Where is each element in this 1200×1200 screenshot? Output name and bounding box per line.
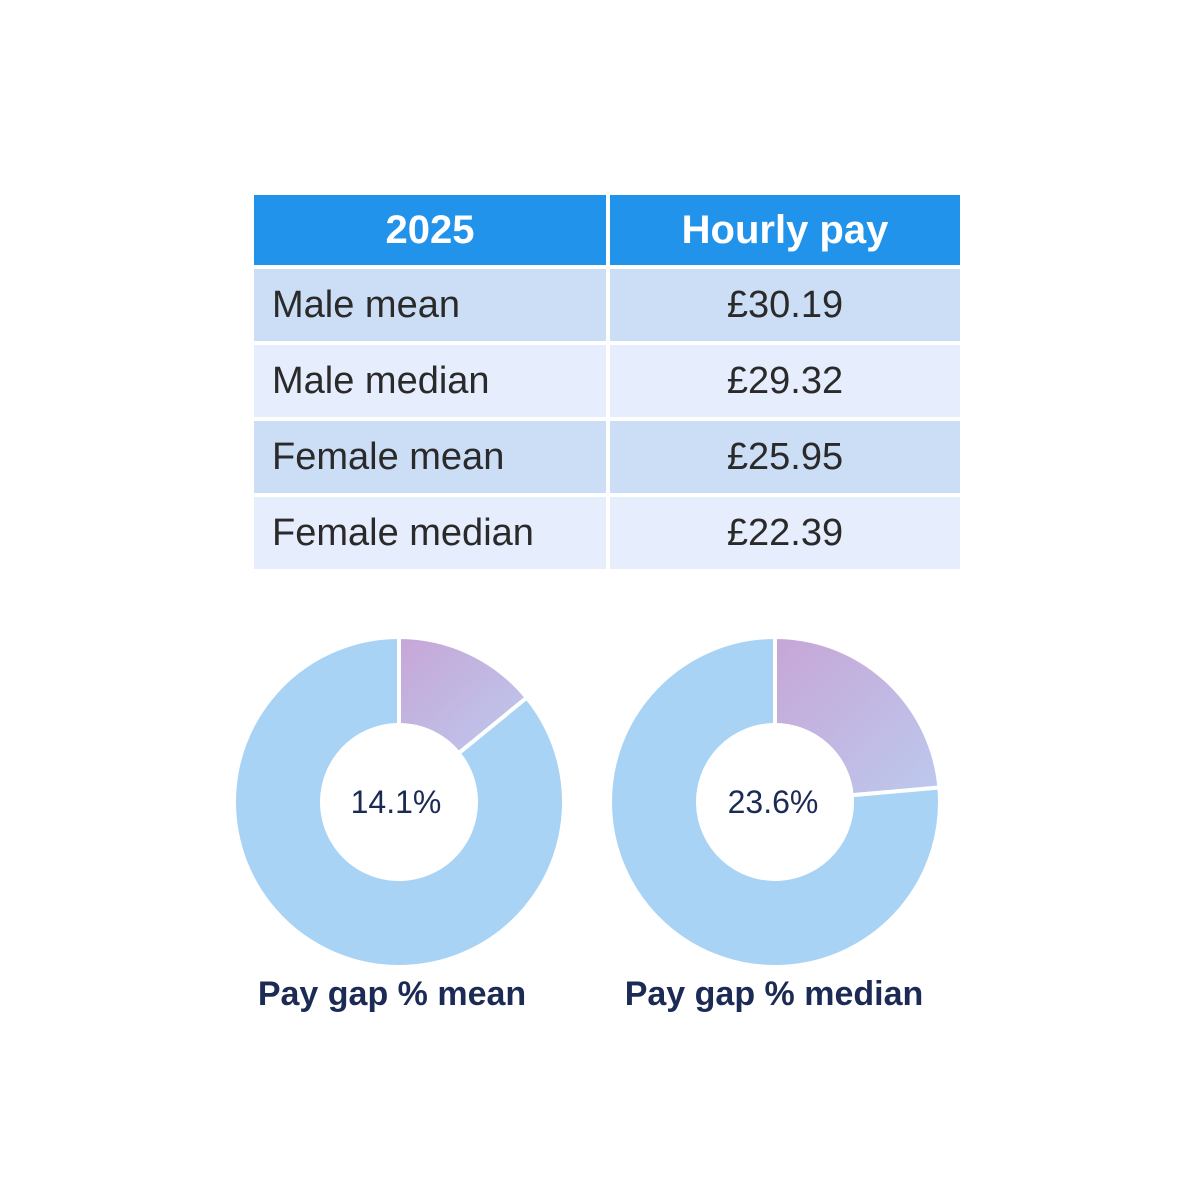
year-column-header: 2025 bbox=[254, 195, 606, 265]
row-label: Male median bbox=[254, 345, 606, 417]
hourly-pay-column-header: Hourly pay bbox=[610, 195, 960, 265]
table-row: Male mean £30.19 bbox=[254, 269, 960, 341]
remainder-slice bbox=[234, 634, 566, 969]
gap-slice bbox=[773, 634, 942, 798]
median-gap-value: 23.6% bbox=[728, 784, 819, 820]
hourly-pay-table: 2025 Hourly pay Male mean £30.19 Male me… bbox=[250, 191, 964, 573]
table-row: Female median £22.39 bbox=[254, 497, 960, 569]
table-row: Female mean £25.95 bbox=[254, 421, 960, 493]
row-value: £25.95 bbox=[610, 421, 960, 493]
row-value: £29.32 bbox=[610, 345, 960, 417]
row-value: £30.19 bbox=[610, 269, 960, 341]
median-gap-caption: Pay gap % median bbox=[624, 975, 924, 1013]
row-label: Male mean bbox=[254, 269, 606, 341]
median-pay-gap-donut: 23.6% bbox=[608, 634, 942, 969]
mean-pay-gap-donut: 14.1% bbox=[234, 634, 566, 969]
table-header-row: 2025 Hourly pay bbox=[254, 195, 960, 265]
mean-gap-value: 14.1% bbox=[351, 784, 442, 820]
mean-gap-caption: Pay gap % mean bbox=[257, 975, 527, 1013]
row-value: £22.39 bbox=[610, 497, 960, 569]
row-label: Female mean bbox=[254, 421, 606, 493]
remainder-slice bbox=[608, 634, 942, 969]
row-label: Female median bbox=[254, 497, 606, 569]
table-row: Male median £29.32 bbox=[254, 345, 960, 417]
